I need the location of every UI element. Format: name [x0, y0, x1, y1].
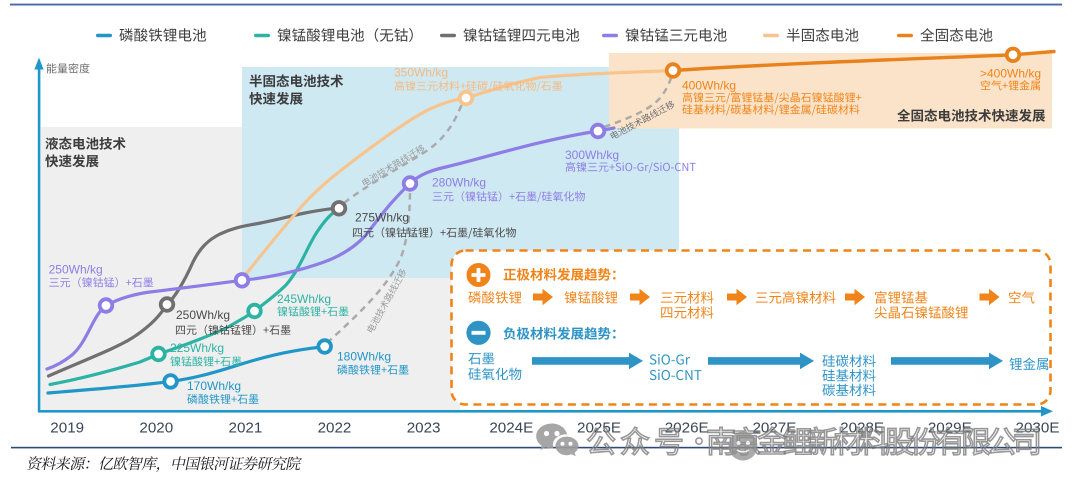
svg-text:2021: 2021 — [229, 420, 263, 437]
svg-text:280Wh/kg: 280Wh/kg — [432, 176, 486, 190]
svg-text:225Wh/kg: 225Wh/kg — [170, 341, 224, 355]
svg-text:170Wh/kg: 170Wh/kg — [187, 379, 241, 393]
svg-text:2028E: 2028E — [840, 420, 884, 437]
svg-text:>400Wh/kg: >400Wh/kg — [980, 67, 1041, 81]
svg-text:400Wh/kg: 400Wh/kg — [682, 79, 736, 93]
svg-text:275Wh/kg: 275Wh/kg — [355, 211, 409, 225]
svg-text:2022: 2022 — [318, 420, 352, 437]
svg-text:350Wh/kg: 350Wh/kg — [394, 66, 448, 80]
svg-text:2024E: 2024E — [489, 420, 533, 437]
svg-text:180Wh/kg: 180Wh/kg — [337, 350, 391, 364]
svg-text:2020: 2020 — [139, 420, 173, 437]
svg-text:2025E: 2025E — [577, 420, 621, 437]
svg-text:250Wh/kg: 250Wh/kg — [176, 308, 230, 322]
svg-text:2023: 2023 — [407, 420, 441, 437]
svg-text:2019: 2019 — [50, 420, 84, 437]
svg-text:245Wh/kg: 245Wh/kg — [277, 292, 331, 306]
svg-text:250Wh/kg: 250Wh/kg — [49, 263, 103, 277]
svg-text:300Wh/kg: 300Wh/kg — [565, 148, 619, 162]
svg-text:2030E: 2030E — [1016, 420, 1060, 437]
